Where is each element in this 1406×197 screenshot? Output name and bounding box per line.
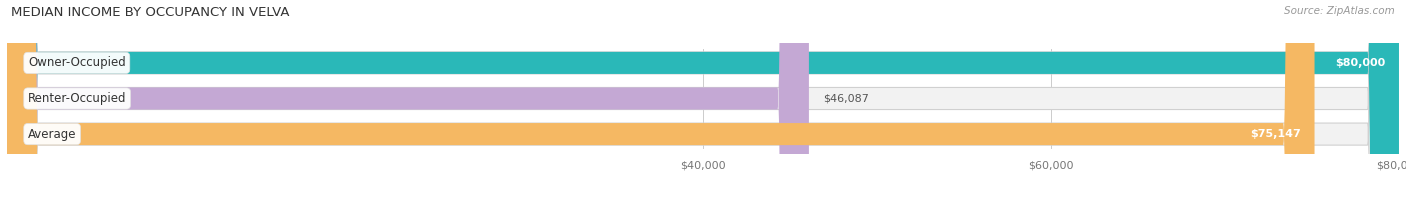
Text: MEDIAN INCOME BY OCCUPANCY IN VELVA: MEDIAN INCOME BY OCCUPANCY IN VELVA: [11, 6, 290, 19]
FancyBboxPatch shape: [7, 0, 808, 197]
Text: $46,087: $46,087: [823, 94, 869, 103]
Text: $75,147: $75,147: [1250, 129, 1301, 139]
FancyBboxPatch shape: [7, 0, 1399, 197]
Text: Average: Average: [28, 128, 76, 141]
Text: $80,000: $80,000: [1334, 58, 1385, 68]
Text: Renter-Occupied: Renter-Occupied: [28, 92, 127, 105]
Text: Source: ZipAtlas.com: Source: ZipAtlas.com: [1284, 6, 1395, 16]
FancyBboxPatch shape: [7, 0, 1315, 197]
FancyBboxPatch shape: [7, 0, 1399, 197]
FancyBboxPatch shape: [7, 0, 1399, 197]
FancyBboxPatch shape: [7, 0, 1399, 197]
Text: Owner-Occupied: Owner-Occupied: [28, 56, 125, 69]
